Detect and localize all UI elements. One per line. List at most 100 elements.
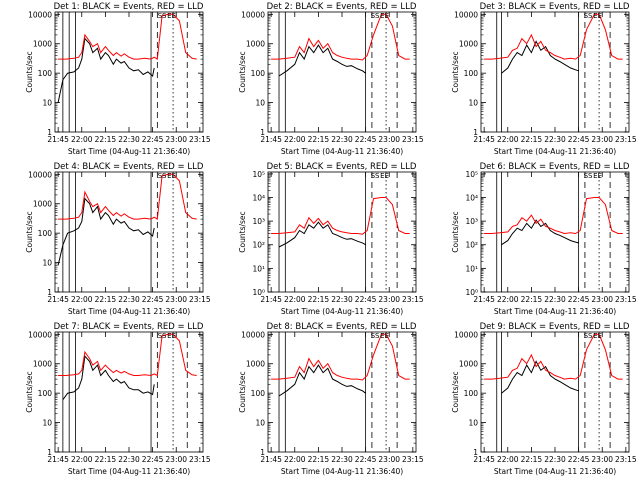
annotation-label: EE xyxy=(167,332,176,340)
x-tick-label: 23:00 xyxy=(378,135,400,144)
y-tick-label: 10³ xyxy=(252,217,265,226)
y-tick-label: 10⁵ xyxy=(465,170,478,179)
annotation-label: EE xyxy=(167,12,176,20)
x-tick-label: 23:00 xyxy=(378,455,400,464)
y-tick-label: 100 xyxy=(38,69,53,78)
x-tick-label: 21:45 xyxy=(47,295,69,304)
x-tick-label: 23:15 xyxy=(189,455,211,464)
panel-title: Det 1: BLACK = Events, RED = LLD xyxy=(54,2,204,12)
y-tick-label: 10 xyxy=(468,419,478,428)
x-axis-label: Start Time (04-Aug-11 21:36:40) xyxy=(494,307,616,316)
annotation-label: SS xyxy=(158,12,167,20)
events-series-line xyxy=(501,40,579,74)
x-tick-label: 21:45 xyxy=(473,295,495,304)
x-tick-label: 22:30 xyxy=(544,295,566,304)
annotation-label: EE xyxy=(380,172,389,180)
y-tick-label: 10⁴ xyxy=(252,193,265,202)
plot-frame xyxy=(267,331,417,453)
x-axis-label: Start Time (04-Aug-11 21:36:40) xyxy=(68,467,190,476)
x-tick-label: 21:45 xyxy=(473,135,495,144)
y-tick-label: 10 xyxy=(42,419,52,428)
x-tick-label: 23:15 xyxy=(615,295,637,304)
lld-series-line xyxy=(58,173,197,220)
lld-series-line xyxy=(484,333,623,380)
x-tick-label: 21:45 xyxy=(47,455,69,464)
x-tick-label: 22:15 xyxy=(308,135,330,144)
plot-frame xyxy=(267,11,417,133)
x-tick-label: 23:00 xyxy=(165,135,187,144)
y-tick-label: 10000 xyxy=(241,330,265,339)
panel-title: Det 6: BLACK = Events, RED = LLD xyxy=(480,162,630,172)
y-axis-label: Counts/sec xyxy=(25,51,34,92)
annotation-label: EE xyxy=(593,172,602,180)
annotation-label: SS xyxy=(584,172,593,180)
x-axis-label: Start Time (04-Aug-11 21:36:40) xyxy=(68,147,190,156)
x-tick-label: 22:00 xyxy=(497,135,519,144)
x-tick-label: 23:15 xyxy=(189,135,211,144)
y-axis-label: Counts/sec xyxy=(451,371,460,412)
x-axis-label: Start Time (04-Aug-11 21:36:40) xyxy=(68,307,190,316)
y-axis-label: Counts/sec xyxy=(451,211,460,252)
y-tick-label: 10000 xyxy=(28,10,52,19)
y-tick-label: 100 xyxy=(251,389,266,398)
x-tick-label: 22:45 xyxy=(568,295,590,304)
y-tick-label: 10³ xyxy=(465,217,478,226)
y-tick-label: 1 xyxy=(47,448,52,457)
y-tick-label: 10⁰ xyxy=(465,288,478,297)
x-tick-label: 22:00 xyxy=(71,135,93,144)
x-tick-label: 21:45 xyxy=(260,295,282,304)
x-tick-label: 21:45 xyxy=(260,455,282,464)
x-tick-label: 23:15 xyxy=(402,455,424,464)
x-axis-label: Start Time (04-Aug-11 21:36:40) xyxy=(494,467,616,476)
x-tick-label: 22:15 xyxy=(521,455,543,464)
panel-title: Det 4: BLACK = Events, RED = LLD xyxy=(54,162,204,172)
y-tick-label: 1000 xyxy=(246,40,265,49)
lld-series-line xyxy=(271,197,410,235)
y-tick-label: 10 xyxy=(468,99,478,108)
events-series-line xyxy=(278,44,366,77)
y-tick-label: 10¹ xyxy=(465,264,478,273)
x-axis-label: Start Time (04-Aug-11 21:36:40) xyxy=(281,147,403,156)
y-tick-label: 100 xyxy=(464,389,479,398)
annotation-label: SS xyxy=(371,332,380,340)
y-tick-label: 1000 xyxy=(246,360,265,369)
panel-title: Det 8: BLACK = Events, RED = LLD xyxy=(267,322,417,332)
y-tick-label: 1000 xyxy=(459,40,478,49)
panel-title: Det 3: BLACK = Events, RED = LLD xyxy=(480,2,630,12)
y-tick-label: 1 xyxy=(47,288,52,297)
x-tick-label: 22:15 xyxy=(95,455,117,464)
y-tick-label: 10 xyxy=(42,99,52,108)
annotation-label: EE xyxy=(380,332,389,340)
x-tick-label: 22:45 xyxy=(568,455,590,464)
x-tick-label: 22:30 xyxy=(331,295,353,304)
y-tick-label: 1 xyxy=(473,128,478,137)
panel-title: Det 2: BLACK = Events, RED = LLD xyxy=(267,2,417,12)
x-tick-label: 22:00 xyxy=(284,455,306,464)
y-tick-label: 10⁰ xyxy=(252,288,265,297)
x-tick-label: 23:00 xyxy=(591,295,613,304)
x-tick-label: 22:00 xyxy=(497,455,519,464)
x-tick-label: 22:30 xyxy=(331,455,353,464)
y-tick-label: 100 xyxy=(38,389,53,398)
events-series-line xyxy=(501,219,579,246)
y-tick-label: 10 xyxy=(42,259,52,268)
annotation-label: EE xyxy=(593,332,602,340)
lld-series-line xyxy=(484,197,623,235)
y-axis-label: Counts/sec xyxy=(238,371,247,412)
y-tick-label: 10000 xyxy=(28,330,52,339)
lld-series-line xyxy=(58,13,197,60)
x-tick-label: 22:45 xyxy=(142,455,164,464)
events-series-line xyxy=(57,37,155,103)
x-tick-label: 22:30 xyxy=(544,135,566,144)
x-tick-label: 22:30 xyxy=(331,135,353,144)
y-tick-label: 10⁵ xyxy=(252,170,265,179)
x-tick-label: 22:15 xyxy=(308,295,330,304)
annotation-label: EE xyxy=(167,172,176,180)
x-tick-label: 21:45 xyxy=(260,135,282,144)
y-tick-label: 1000 xyxy=(33,40,52,49)
annotation-label: SS xyxy=(371,172,380,180)
x-tick-label: 23:15 xyxy=(402,135,424,144)
x-tick-label: 22:00 xyxy=(497,295,519,304)
